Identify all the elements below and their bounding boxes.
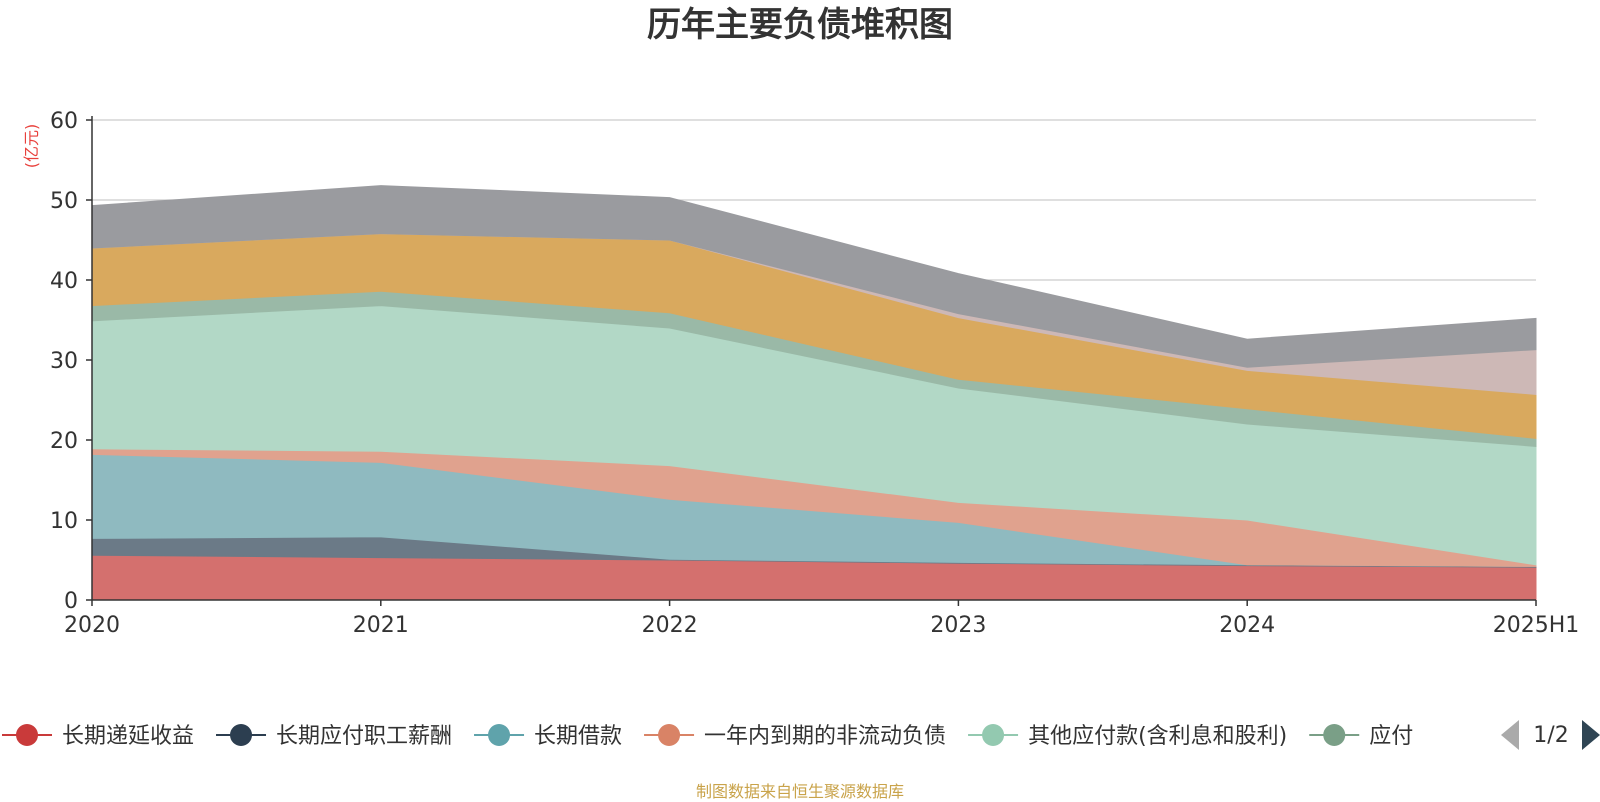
data-source-footer: 制图数据来自恒生聚源数据库 <box>695 782 904 801</box>
legend-label: 长期借款 <box>534 724 622 749</box>
legend-item[interactable]: 一年内到期的非流动负债 <box>644 724 946 749</box>
legend-circle-marker <box>230 724 253 746</box>
legend-circle-marker <box>982 724 1005 746</box>
legend-circle-marker <box>658 724 681 746</box>
legend-label: 长期应付职工薪酬 <box>276 724 452 749</box>
legend-item[interactable]: 长期应付职工薪酬 <box>216 724 452 749</box>
y-tick-label: 10 <box>50 509 78 534</box>
y-tick-label: 50 <box>50 189 78 214</box>
area-series-8 <box>91 185 1537 368</box>
x-tick-label: 2020 <box>64 613 120 638</box>
legend-label: 其他应付款(含利息和股利) <box>1028 724 1287 749</box>
legend-circle-marker <box>16 724 38 746</box>
legend-item[interactable]: 其他应付款(含利息和股利) <box>968 724 1287 749</box>
legend-pager: 1/2 <box>1501 720 1600 750</box>
y-axis-unit-label: (亿元) <box>22 124 41 169</box>
area-series-group <box>91 185 1537 601</box>
x-tick-label: 2022 <box>642 613 698 638</box>
legend-label: 长期递延收益 <box>62 724 194 749</box>
y-tick-label: 60 <box>50 109 78 134</box>
legend-item[interactable]: 长期借款 <box>474 724 622 749</box>
x-tick-label: 2023 <box>930 613 986 638</box>
legend: 长期递延收益 长期应付职工薪酬 长期借款 一年内到期的非流动负债 其他应付款(含利息和股… <box>2 724 1413 749</box>
x-tick-label: 2024 <box>1219 613 1275 638</box>
legend-circle-marker <box>1323 724 1346 746</box>
legend-circle-marker <box>488 724 511 746</box>
x-tick-label: 2021 <box>353 613 409 638</box>
legend-prev-page-icon[interactable] <box>1501 720 1519 750</box>
legend-item[interactable]: 长期递延收益 <box>2 724 194 749</box>
y-tick-label: 20 <box>50 429 78 454</box>
legend-label: 一年内到期的非流动负债 <box>704 724 946 749</box>
axes: 0 10 20 30 40 50 60 2020 2021 2022 2023 2024 2025H1 <box>50 109 1579 638</box>
legend-next-page-icon[interactable] <box>1582 720 1600 750</box>
x-tick-label: 2025H1 <box>1493 613 1580 638</box>
y-tick-label: 0 <box>64 589 78 614</box>
legend-label: 应付 <box>1369 724 1413 749</box>
y-tick-label: 40 <box>50 269 78 294</box>
y-tick-label: 30 <box>50 349 78 374</box>
chart-title: 历年主要负债堆积图 <box>647 5 953 45</box>
legend-item[interactable]: 应付 <box>1309 724 1413 749</box>
legend-page-indicator: 1/2 <box>1533 723 1568 748</box>
